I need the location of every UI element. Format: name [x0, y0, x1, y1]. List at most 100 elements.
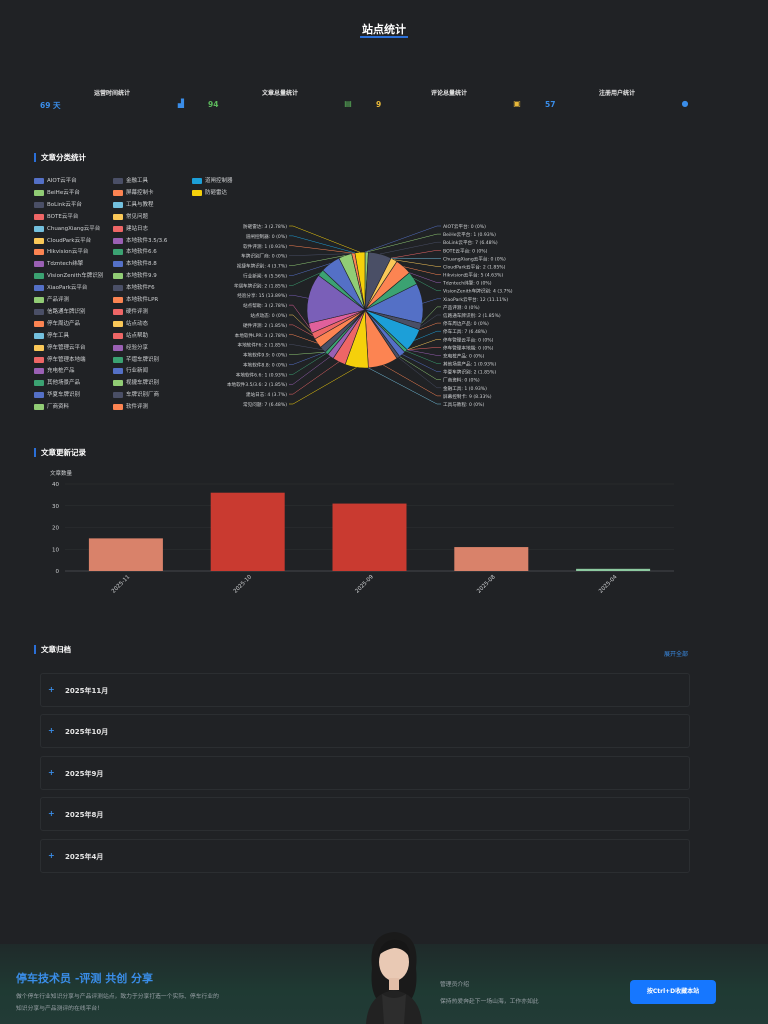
legend-item[interactable]: 华夏车牌识别	[34, 392, 80, 400]
legend-item[interactable]: 厂商资料	[34, 404, 69, 412]
y-tick-label: 30	[52, 504, 59, 510]
legend-item[interactable]: 视捷车牌识别	[113, 380, 159, 388]
legend-item[interactable]: 信路通车牌识别	[34, 308, 86, 317]
legend-item[interactable]: 行业新闻	[113, 368, 148, 376]
legend-label: 停车工具	[47, 332, 70, 339]
pie-data-label: BoLink云平台: 7 (6.48%)	[443, 239, 498, 246]
legend-item[interactable]: 站点动态	[113, 320, 148, 329]
legend-item[interactable]: 本地软件9.9	[113, 273, 157, 281]
x-tick-label: 2025-04	[598, 574, 619, 595]
archive-row-2025-10[interactable]: + 2025年10月	[40, 714, 690, 748]
legend-item[interactable]: BeiHe云平台	[34, 189, 80, 198]
archive-row-2025-08[interactable]: + 2025年8月	[40, 797, 690, 831]
legend-item[interactable]: 其他场景产品	[34, 380, 80, 388]
legend-item[interactable]: 工具与教程	[113, 201, 154, 210]
legend-swatch	[34, 404, 44, 411]
legend-item[interactable]: 本地软件6.6	[113, 249, 157, 257]
legend-item[interactable]: BoLink云平台	[34, 201, 82, 210]
pie-data-label: 芊熠车牌识别: 2 (1.85%)	[234, 282, 287, 289]
legend-item[interactable]: 本地软件3.5/3.6	[113, 237, 167, 246]
legend-item[interactable]: 金融工具	[113, 178, 148, 186]
legend-item[interactable]: 产品评测	[34, 297, 69, 305]
avatar	[366, 932, 422, 1024]
pie-data-label: 本地软件LPR: 3 (2.78%)	[235, 332, 288, 339]
pie-data-label: 停车管理云平台: 0 (0%)	[443, 336, 494, 343]
archive-row-2025-09[interactable]: + 2025年9月	[40, 756, 690, 790]
legend-item[interactable]: 屏幕控制卡	[113, 189, 154, 198]
legend-item[interactable]: XiaoPark云平台	[34, 285, 87, 293]
legend-swatch	[34, 368, 44, 375]
pie-data-label: BeiHe云平台: 1 (0.93%)	[443, 231, 496, 238]
legend-item[interactable]: 本地软件8.8	[113, 261, 157, 269]
legend-swatch	[113, 297, 123, 303]
legend-item[interactable]: 本地软件F6	[113, 285, 155, 293]
legend-item[interactable]: VisionZenith车牌识别	[34, 273, 103, 281]
legend-item[interactable]: Tdzntech纬擎	[34, 261, 83, 269]
legend-item[interactable]: 停车管理云平台	[34, 344, 86, 353]
pie-data-label: 经验分享: 15 (13.89%)	[237, 292, 287, 299]
legend-item[interactable]: Hikvision云平台	[34, 249, 88, 257]
legend-item[interactable]: 硬件评测	[113, 308, 148, 317]
bar[interactable]	[576, 568, 651, 571]
legend-item[interactable]: BOTE云平台	[34, 213, 78, 222]
legend-swatch	[113, 320, 123, 327]
stat-label-uptime: 运营时间统计	[94, 90, 131, 97]
legend-item[interactable]: AIOT云平台	[34, 178, 77, 186]
archive-month-label: 2025年11月	[65, 687, 109, 695]
legend-item[interactable]: 防砸雷达	[192, 189, 227, 198]
legend-label: 站点帮助	[126, 332, 149, 339]
pie-leader-line	[390, 250, 441, 259]
bar[interactable]	[88, 538, 163, 571]
legend-swatch	[113, 261, 123, 268]
legend-label: 本地软件9.9	[126, 273, 157, 280]
bar[interactable]	[332, 503, 407, 571]
legend-item[interactable]: 经验分享	[113, 344, 149, 353]
pie-leader-line	[407, 347, 441, 351]
pie-leader-line	[289, 361, 340, 395]
title-underline	[360, 36, 408, 38]
bar[interactable]	[454, 547, 529, 571]
plus-icon: +	[48, 726, 55, 735]
legend-item[interactable]: 软件评测	[113, 404, 148, 412]
legend-swatch	[34, 380, 44, 387]
pie-leader-line	[289, 324, 314, 337]
legend-item[interactable]: 芊熠车牌识别	[113, 356, 159, 365]
legend-item[interactable]: 停车工具	[34, 332, 70, 341]
legend-swatch	[113, 308, 123, 315]
pie-data-label: 站点帮助: 3 (2.78%)	[243, 302, 287, 309]
legend-label: 软件评测	[126, 404, 149, 411]
legend-swatch	[113, 344, 123, 351]
legend-item[interactable]: 建站日志	[113, 225, 148, 234]
legend-label: Tdzntech纬擎	[47, 261, 84, 268]
legend-item[interactable]: 本地软件LPR	[113, 297, 158, 305]
footer-title: 停车技术员 -评测 共创 分享	[16, 972, 154, 985]
legend-label: 经验分享	[126, 344, 149, 351]
document-icon: ▤	[344, 99, 352, 108]
archive-row-2025-11[interactable]: + 2025年11月	[40, 673, 690, 707]
bookmark-button[interactable]: 按Ctrl+D收藏本站	[630, 980, 716, 1004]
stat-label-articles: 文章总量统计	[262, 90, 299, 97]
pie-data-label: 防砸雷达: 3 (2.78%)	[243, 223, 287, 230]
legend-item[interactable]: 充电桩产品	[34, 368, 75, 376]
pie-leader-line	[422, 298, 441, 304]
legend-item[interactable]: 常见问题	[113, 213, 149, 222]
legend-item[interactable]: 车牌识别厂商	[113, 392, 159, 400]
legend-item[interactable]: 停车周边产品	[34, 320, 80, 329]
page-title: 站点统计	[362, 23, 406, 36]
legend-item[interactable]: 停车管理本地端	[34, 356, 86, 365]
expand-all-link[interactable]: 展开全部	[664, 651, 689, 658]
legend-item[interactable]: ChuangXiang云平台	[34, 225, 100, 234]
legend-item[interactable]: CloudPark云平台	[34, 237, 91, 246]
bar[interactable]	[210, 492, 285, 571]
pie-data-label: 本地软件9.9: 0 (0%)	[243, 352, 287, 359]
archive-row-2025-04[interactable]: + 2025年4月	[40, 839, 690, 873]
legend-swatch	[34, 332, 44, 339]
legend-swatch	[113, 225, 123, 232]
legend-item[interactable]: 道闸控制器	[192, 178, 233, 186]
legend-swatch	[113, 201, 123, 208]
legend-label: 常见问题	[126, 213, 149, 220]
pie-data-label: 停车周边产品: 0 (0%)	[443, 320, 489, 327]
pie-leader-line	[420, 314, 441, 327]
legend-item[interactable]: 站点帮助	[113, 332, 149, 341]
legend-label: BeiHe云平台	[47, 189, 80, 196]
